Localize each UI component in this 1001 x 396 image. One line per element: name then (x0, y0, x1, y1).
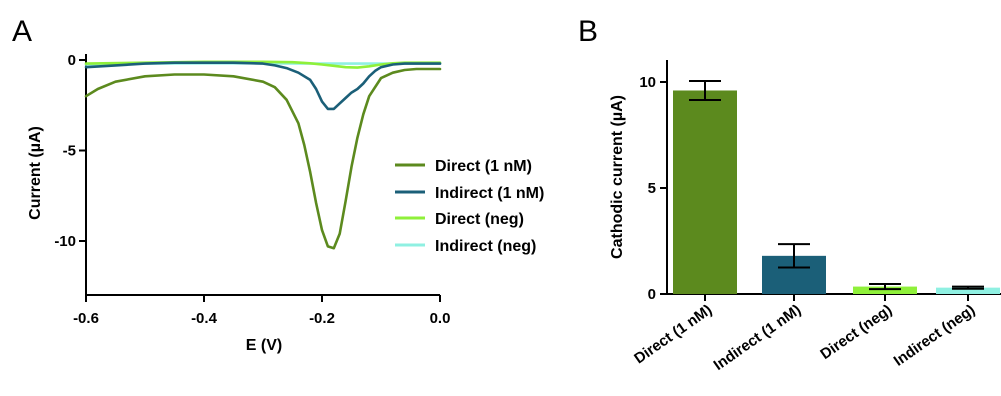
x-tick-label: Indirect (1 nM) (711, 301, 805, 374)
y-tick-label: -10 (54, 233, 76, 250)
panel-a-voltammogram: -0.6 -0.4 -0.2 0.0 0 -5 -10 E (V) Current (µA)… (27, 52, 544, 354)
x-tick-label: Indirect (neg) (891, 301, 979, 369)
y-tick-label: 0 (648, 286, 656, 303)
legend-label: Indirect (1 nM) (435, 185, 544, 202)
y-tick-label: -5 (63, 143, 76, 160)
panel-a-y-axis-title: Current (µA) (27, 126, 44, 220)
x-tick-label: Direct (1 nM) (631, 301, 715, 367)
panel-b-ticks: 0 5 10 (639, 74, 667, 303)
legend-label: Indirect (neg) (435, 238, 536, 255)
x-tick-label: Direct (neg) (817, 301, 895, 363)
x-tick-label: -0.6 (73, 310, 99, 327)
bar-direct-1-nm (673, 90, 737, 294)
bar-indirect-neg (936, 287, 1000, 294)
x-tick-label: -0.4 (191, 310, 218, 327)
legend-label: Direct (1 nM) (435, 158, 532, 175)
error-bar (952, 285, 984, 290)
panel-b-letter: B (578, 15, 598, 48)
panel-a-curves (84, 60, 442, 250)
panel-a-x-axis-title: E (V) (246, 337, 282, 354)
panel-a-legend: Direct (1 nM) Indirect (1 nM) Direct (neg)… (395, 158, 544, 255)
bar-direct-neg (853, 286, 917, 294)
series-line-direct-1-nm (84, 67, 442, 250)
error-bar (869, 283, 901, 291)
x-tick-label: 0.0 (430, 310, 451, 327)
panel-a-ticks: -0.6 -0.4 -0.2 0.0 0 -5 -10 (54, 52, 450, 327)
panel-b-bar-chart: 0 5 10 Direct (1 nM)Indirect (1 nM) Direct … (609, 60, 1001, 374)
series-line-indirect-1-nm (84, 61, 442, 111)
y-tick-label: 0 (68, 52, 76, 69)
error-bar (689, 79, 721, 102)
panel-a-letter: A (12, 15, 32, 48)
error-bar (778, 243, 810, 269)
panel-b-bars: Direct (1 nM)Indirect (1 nM) Direct (neg)… (631, 79, 1000, 374)
x-tick-label: -0.2 (309, 310, 335, 327)
y-tick-label: 10 (639, 74, 656, 91)
panel-b-y-axis-title: Cathodic current (µA) (609, 95, 626, 259)
legend-label: Direct (neg) (435, 211, 524, 228)
y-tick-label: 5 (648, 180, 656, 197)
